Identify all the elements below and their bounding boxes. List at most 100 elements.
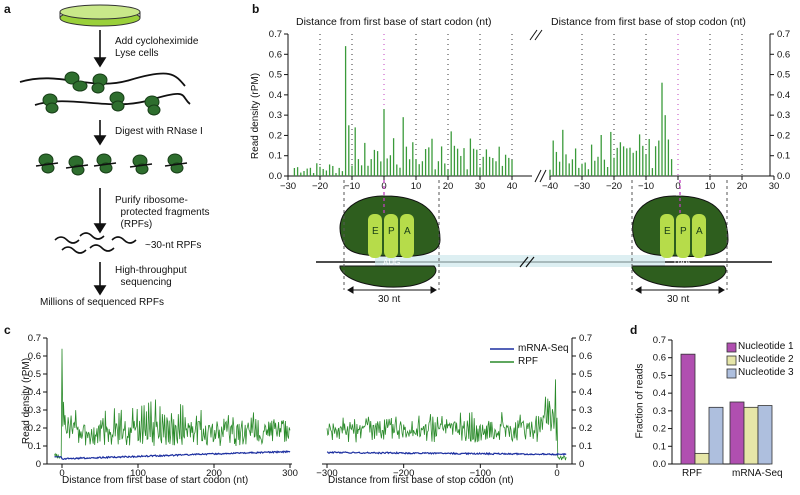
c-ytick-right: 0.5 — [579, 369, 592, 380]
c-xtick-left: 100 — [130, 468, 146, 479]
b-ytick-left: 0.5 — [269, 70, 282, 81]
c-ytick-right: 0 — [579, 459, 584, 470]
legend-rpf: RPF — [518, 356, 538, 367]
c-ytick-right: 0.4 — [579, 387, 592, 398]
b-ytick-left: 0.0 — [269, 171, 282, 182]
result-label: Millions of sequenced RPFs — [40, 297, 164, 308]
panel-label-b: b — [252, 2, 260, 16]
d-ytick-label: 0.5 — [653, 370, 666, 381]
b-ytick-right: 0.4 — [777, 90, 790, 101]
c-ytick-left: 0.3 — [28, 405, 41, 416]
rpf-label: ~30-nt RPFs — [145, 240, 202, 251]
d-ytick-label: 0.7 — [653, 335, 666, 346]
legend-mrna: mRNA-Seq — [518, 343, 569, 354]
b-xtick-left: −30 — [280, 181, 296, 192]
panel-label-c: c — [4, 323, 11, 337]
b-xtick-right: 30 — [769, 181, 780, 192]
d-bar — [757, 405, 773, 465]
d-ytick-label: 0.4 — [653, 388, 666, 399]
stop-codon: UAA — [674, 258, 691, 267]
c-xtick-left: 300 — [282, 468, 298, 479]
c-xtick-right: 0 — [554, 468, 559, 479]
d-ytick-label: 0.2 — [653, 424, 666, 435]
b-ytick-left: 0.6 — [269, 49, 282, 60]
site-a-stop: A — [696, 226, 703, 237]
d-bar — [743, 406, 759, 465]
b-xtick-left: 10 — [411, 181, 422, 192]
b-xtick-right: −20 — [606, 181, 622, 192]
workflow-diagram — [19, 4, 191, 296]
c-xtick-right: −200 — [393, 468, 414, 479]
b-ytick-right: 0.3 — [777, 110, 790, 121]
c-ytick-left: 0 — [36, 459, 41, 470]
c-rpf-line-start — [54, 348, 291, 459]
c-ytick-left: 0.2 — [28, 423, 41, 434]
d-legend-2: Nucleotide 2 — [738, 354, 794, 365]
c-ytick-left: 0.4 — [28, 387, 41, 398]
d-bar — [729, 401, 745, 465]
step-lyse: Add cycloheximide Lyse cells — [115, 36, 199, 59]
b-ytick-right: 0.0 — [777, 171, 790, 182]
b-left-header: Distance from first base of start codon … — [296, 16, 492, 28]
b-xtick-left: 40 — [507, 181, 518, 192]
c-ytick-left: 0.5 — [28, 369, 41, 380]
site-p-stop: P — [680, 226, 687, 237]
b-ytick-left: 0.2 — [269, 130, 282, 141]
start-codon: AUG — [383, 258, 401, 267]
d-bar — [708, 406, 724, 465]
footprint-label-stop: 30 nt — [667, 294, 690, 305]
c-ytick-right: 0.3 — [579, 405, 592, 416]
c-ytick-left: 0.6 — [28, 351, 41, 362]
digested-ribosomes-icon — [38, 153, 184, 176]
panel-label-a: a — [4, 2, 11, 16]
b-xtick-right: −40 — [542, 181, 558, 192]
c-ytick-left: 0.1 — [28, 441, 41, 452]
rpf-fragments-icon — [54, 232, 137, 254]
d-legend-swatch — [726, 368, 737, 379]
b-xtick-right: 10 — [705, 181, 716, 192]
b-xtick-right: −10 — [638, 181, 654, 192]
d-ytick-label: 0.3 — [653, 406, 666, 417]
b-xtick-left: −20 — [312, 181, 328, 192]
stop-ribosome-icon — [631, 195, 729, 288]
b-ytick-right: 0.2 — [777, 130, 790, 141]
start-ribosome-icon — [339, 195, 441, 288]
c-xtick-right: −300 — [316, 468, 337, 479]
b-ytick-left: 0.7 — [269, 29, 282, 40]
panel-label-d: d — [630, 323, 638, 337]
d-ytick-label: 0.1 — [653, 441, 666, 452]
c-ytick-left: 0.7 — [28, 333, 41, 344]
c-ytick-right: 0.2 — [579, 423, 592, 434]
footprint-label-start: 30 nt — [378, 294, 401, 305]
b-xtick-left: 30 — [475, 181, 486, 192]
d-bar — [694, 452, 710, 465]
d-legend-3: Nucleotide 3 — [738, 367, 794, 378]
c-xtick-left: 0 — [59, 468, 64, 479]
c-right-xlabel: Distance from first base of stop codon (… — [328, 475, 514, 486]
c-ytick-right: 0.1 — [579, 441, 592, 452]
b-ytick-left: 0.1 — [269, 151, 282, 162]
c-ytick-right: 0.6 — [579, 351, 592, 362]
site-e-stop: E — [664, 226, 671, 237]
d-category-mrna: mRNA-Seq — [732, 468, 783, 479]
c-rpf-line-stop — [326, 379, 567, 461]
b-ytick-right: 0.1 — [777, 151, 790, 162]
b-ytick-right: 0.7 — [777, 29, 790, 40]
b-ytick-left: 0.4 — [269, 90, 282, 101]
d-category-rpf: RPF — [682, 468, 702, 479]
c-mrna-line-start — [54, 450, 291, 461]
c-mrna-line-stop — [326, 451, 567, 456]
site-e: E — [372, 226, 379, 237]
b-ytick-right: 0.5 — [777, 70, 790, 81]
c-ytick-right: 0.7 — [579, 333, 592, 344]
c-xtick-right: −100 — [470, 468, 491, 479]
b-ytick-left: 0.3 — [269, 110, 282, 121]
d-ytick-label: 0.0 — [653, 459, 666, 470]
d-legend-1: Nucleotide 1 — [738, 341, 794, 352]
step-purify: Purify ribosome- protected fragments (RP… — [115, 195, 210, 230]
b-ytick-right: 0.6 — [777, 49, 790, 60]
d-bar — [680, 353, 696, 465]
d-ytick-label: 0.6 — [653, 353, 666, 364]
